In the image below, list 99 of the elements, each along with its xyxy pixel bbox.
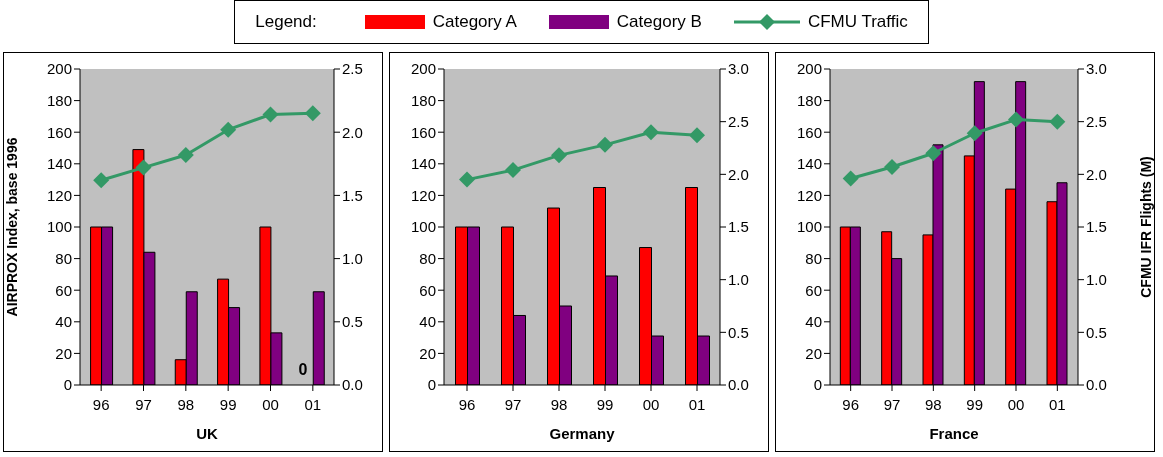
y-tick-label: 180 — [46, 91, 72, 109]
y-tick-label: 160 — [796, 123, 822, 141]
y-tick-label: 40 — [805, 313, 822, 331]
point — [262, 106, 279, 123]
annotation: 0 — [298, 361, 308, 378]
x-tick-label: 00 — [1007, 395, 1025, 413]
x-tick-label: 98 — [550, 395, 568, 413]
y-tick-label: 0 — [63, 376, 72, 394]
y-tick-label: 160 — [46, 123, 72, 141]
point — [220, 121, 237, 138]
y-tick-label: 180 — [410, 91, 436, 109]
y2-tick-label: 1.0 — [1086, 270, 1107, 288]
y2-tick-label: 1.5 — [342, 186, 363, 204]
x-tick-label: 98 — [924, 395, 942, 413]
y-tick-label: 80 — [55, 249, 72, 267]
point — [597, 136, 613, 153]
point — [884, 158, 900, 175]
y2-tick-label: 2.0 — [342, 123, 363, 141]
y-tick-label: 80 — [805, 249, 822, 267]
y-tick-label: 100 — [796, 218, 822, 236]
y-tick-label: 0 — [813, 376, 822, 394]
y-tick-label: 180 — [796, 91, 822, 109]
point — [1008, 111, 1024, 128]
legend-label: CFMU Traffic — [807, 12, 908, 32]
y2-tick-label: 2.5 — [342, 60, 363, 78]
y2-tick-label: 2.5 — [728, 112, 749, 130]
x-tick-label: 99 — [596, 395, 614, 413]
x-tick-label: 00 — [262, 395, 279, 413]
x-tick-label: 01 — [1048, 395, 1066, 413]
y2-tick-label: 2.0 — [728, 165, 749, 183]
point — [1049, 113, 1066, 130]
y-tick-label: 140 — [46, 155, 72, 173]
y-tick-label: 40 — [55, 313, 72, 331]
y-tick-label: 60 — [419, 281, 436, 299]
y-tick-label: 200 — [410, 60, 436, 78]
x-tick-label: 01 — [688, 395, 706, 413]
point — [459, 171, 475, 188]
x-tick-label: 96 — [842, 395, 860, 413]
y2-tick-label: 1.0 — [728, 270, 749, 288]
x-tick-label: 97 — [883, 395, 901, 413]
y-tick-label: 80 — [419, 249, 436, 267]
y-tick-label: 140 — [796, 155, 822, 173]
y-tick-label: 100 — [46, 218, 72, 236]
x-tick-label: 98 — [177, 395, 195, 413]
y-tick-label: 20 — [805, 344, 822, 362]
y2-tick-label: 1.5 — [728, 218, 749, 236]
x-tick-label: 96 — [458, 395, 476, 413]
point — [966, 125, 983, 142]
y2-tick-label: 3.0 — [1086, 60, 1107, 78]
point — [177, 146, 194, 163]
y-tick-label: 0 — [427, 376, 436, 394]
y2-tick-label: 0.5 — [1086, 323, 1107, 341]
x-axis-title: Germany — [549, 425, 616, 442]
x-tick-label: 96 — [92, 395, 110, 413]
y2-tick-label: 2.0 — [1086, 165, 1107, 183]
y2-tick-label: 1.0 — [342, 249, 363, 267]
x-tick-label: 01 — [304, 395, 322, 413]
legend-label: Category B — [616, 12, 702, 32]
point — [925, 145, 942, 162]
y-axis-title: AIRPROX Index, base 1996 — [3, 137, 20, 317]
x-tick-label: 97 — [135, 395, 152, 413]
y2-tick-label: 0.0 — [728, 376, 749, 394]
y2-tick-label: 0.0 — [1086, 376, 1107, 394]
y-tick-label: 60 — [55, 281, 72, 299]
x-tick-label: 00 — [642, 395, 660, 413]
x-tick-label: 97 — [504, 395, 522, 413]
y2-tick-label: 0.5 — [728, 323, 749, 341]
y-tick-label: 20 — [419, 344, 436, 362]
x-axis-title: France — [929, 425, 979, 442]
y-tick-label: 60 — [805, 281, 822, 299]
y-tick-label: 160 — [410, 123, 436, 141]
point — [689, 127, 705, 144]
y2-tick-label: 0.0 — [342, 376, 363, 394]
point — [505, 162, 521, 179]
point — [551, 147, 567, 164]
y-tick-label: 40 — [419, 313, 436, 331]
y-tick-label: 120 — [410, 186, 436, 204]
y2-tick-label: 2.5 — [1086, 112, 1107, 130]
point — [93, 172, 110, 189]
y-tick-label: 20 — [55, 344, 72, 362]
legend-label: Category A — [432, 12, 517, 32]
y-tick-label: 100 — [410, 218, 436, 236]
y2-axis-title: CFMU IFR Flights (M) — [1137, 156, 1154, 298]
y-tick-label: 120 — [796, 186, 822, 204]
y-tick-label: 200 — [796, 60, 822, 78]
x-tick-label: 99 — [219, 395, 237, 413]
y2-tick-label: 1.5 — [1086, 218, 1107, 236]
point — [304, 105, 321, 122]
point — [135, 159, 152, 176]
point — [643, 124, 659, 141]
y-tick-label: 200 — [46, 60, 72, 78]
point — [842, 170, 859, 187]
y-tick-label: 120 — [46, 186, 72, 204]
y2-tick-label: 0.5 — [342, 313, 363, 331]
y2-tick-label: 3.0 — [728, 60, 749, 78]
legend-title: Legend: — [255, 12, 317, 32]
x-axis-title: UK — [196, 425, 218, 442]
y-tick-label: 140 — [410, 155, 436, 173]
x-tick-label: 99 — [966, 395, 984, 413]
